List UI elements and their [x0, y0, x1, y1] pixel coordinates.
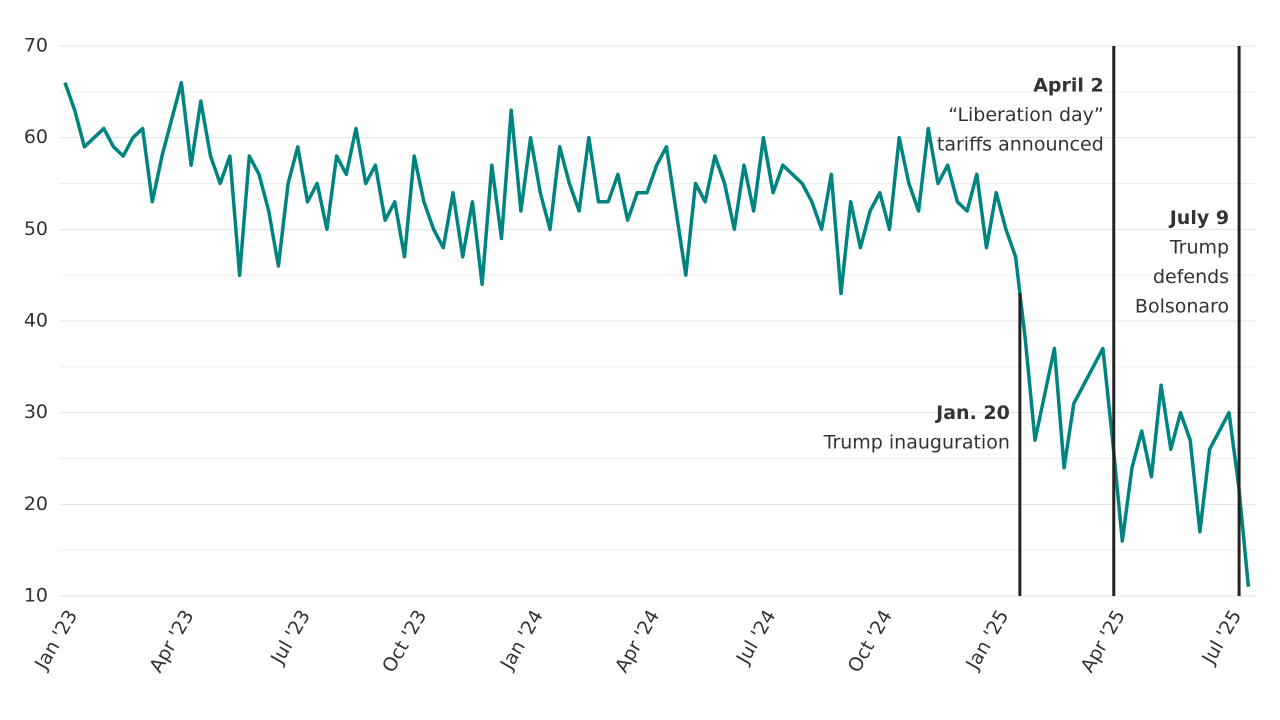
x-tick-label: Jul '23: [266, 606, 315, 668]
y-tick-label: 10: [24, 585, 48, 607]
x-tick-label: Apr '23: [145, 606, 198, 676]
x-tick-label: Jul '24: [732, 606, 781, 668]
x-tick-label: Jan '25: [961, 606, 1013, 674]
x-tick-label: Jan '23: [30, 606, 82, 674]
x-tick-label: Apr '24: [611, 606, 664, 676]
y-tick-label: 60: [24, 126, 48, 148]
annotation-title: July 9: [1168, 207, 1229, 229]
y-tick-label: 30: [24, 401, 48, 423]
data-line: [63, 80, 1251, 587]
annotation-text: Trump: [1169, 237, 1229, 259]
x-tick-label: Oct '24: [844, 606, 897, 676]
x-tick-label: Oct '23: [378, 606, 431, 676]
x-tick-label: Jan '24: [496, 606, 548, 674]
annotation-text: Trump inauguration: [823, 432, 1010, 454]
x-tick-label: Jul '25: [1197, 606, 1246, 668]
y-tick-label: 50: [24, 218, 48, 240]
annotation-text: defends: [1153, 266, 1229, 288]
annotation-text: tariffs announced: [937, 134, 1104, 156]
x-tick-label: Apr '25: [1076, 606, 1129, 676]
y-tick-label: 40: [24, 310, 48, 332]
annotation-title: April 2: [1033, 75, 1104, 97]
y-tick-label: 20: [24, 493, 48, 515]
annotation-text: “Liberation day”: [948, 104, 1104, 126]
annotation-title: Jan. 20: [934, 402, 1010, 424]
y-tick-label: 70: [24, 35, 48, 57]
annotation-text: Bolsonaro: [1135, 296, 1229, 318]
